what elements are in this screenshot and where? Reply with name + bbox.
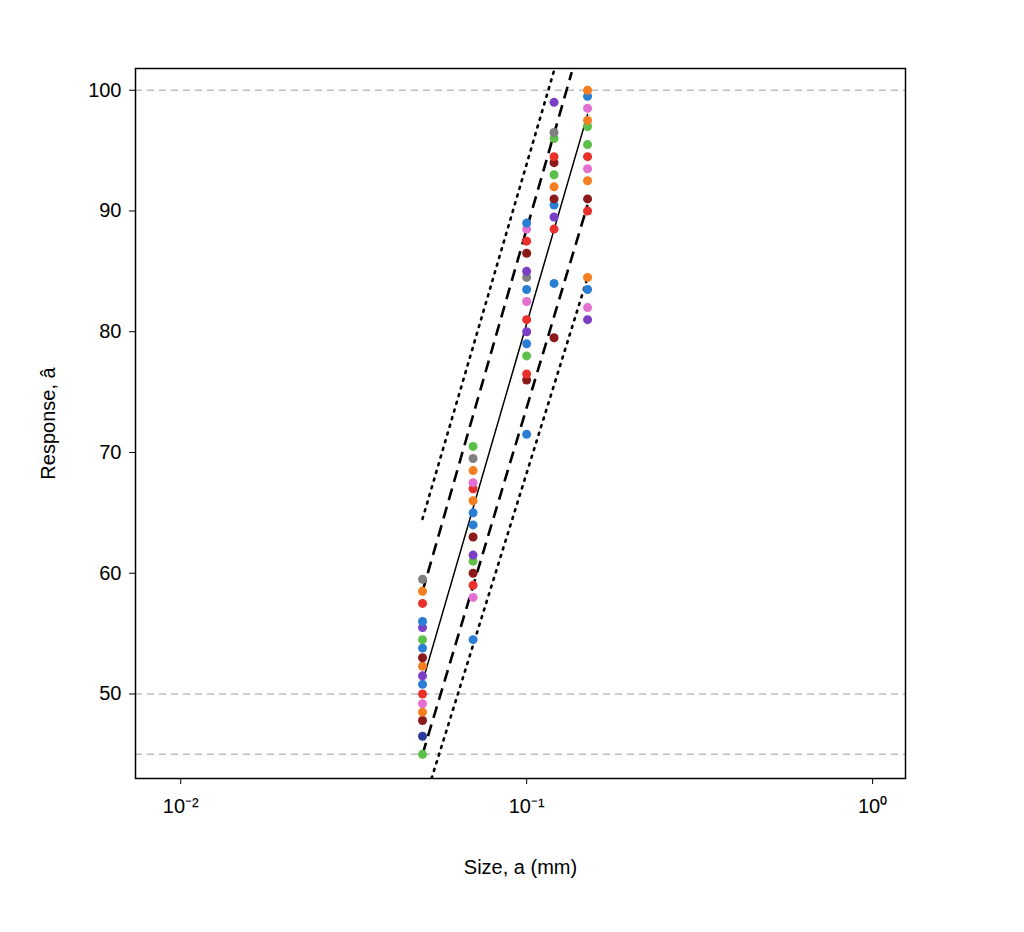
svg-text:50: 50 [99, 682, 121, 704]
svg-text:90: 90 [99, 199, 121, 221]
svg-text:10⁻¹: 10⁻¹ [509, 795, 545, 817]
svg-text:60: 60 [99, 562, 121, 584]
svg-text:70: 70 [99, 441, 121, 463]
svg-text:10⁰: 10⁰ [858, 795, 887, 817]
svg-text:100: 100 [88, 79, 121, 101]
svg-text:80: 80 [99, 320, 121, 342]
svg-text:Response, â: Response, â [37, 366, 59, 479]
svg-text:Size, a (mm): Size, a (mm) [464, 856, 577, 878]
svg-text:10⁻²: 10⁻² [163, 795, 199, 817]
